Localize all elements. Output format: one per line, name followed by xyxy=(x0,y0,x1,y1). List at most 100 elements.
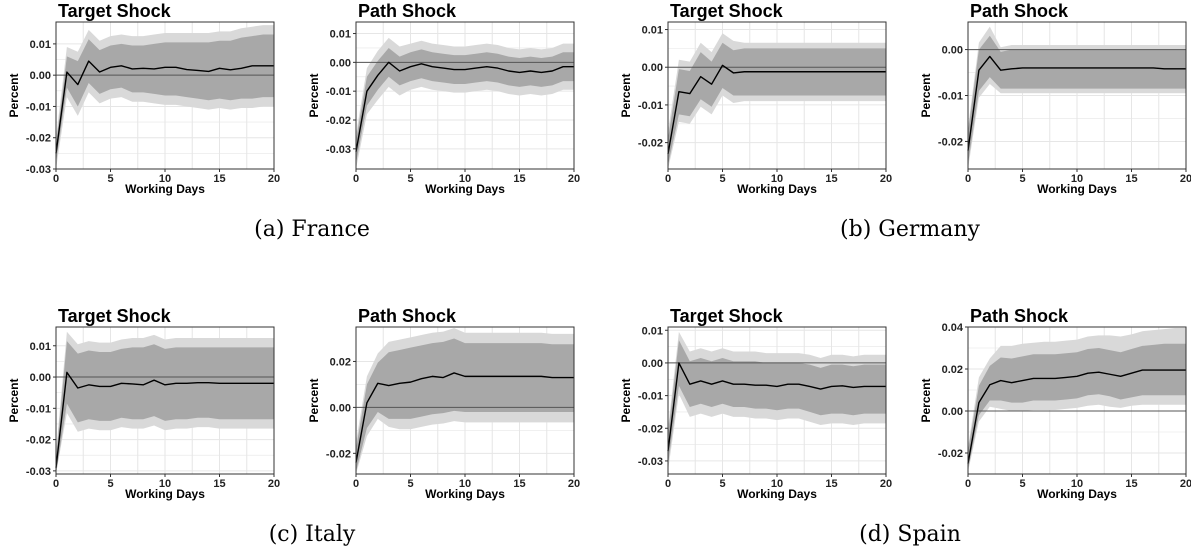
y-tick-label: -0.03 xyxy=(638,456,663,468)
y-tick-label: 0.02 xyxy=(942,364,963,376)
x-tick-label: 5 xyxy=(719,173,725,185)
x-axis-label: Working Days xyxy=(425,182,505,196)
confidence-band-inner xyxy=(668,340,886,465)
estimate-line xyxy=(967,55,1186,151)
x-tick-label: 5 xyxy=(1019,173,1025,185)
y-tick-label: -0.01 xyxy=(638,391,663,403)
x-tick-label: 0 xyxy=(353,478,359,490)
x-tick-label: 5 xyxy=(107,478,113,490)
x-tick-label: 10 xyxy=(459,173,471,185)
estimate-line xyxy=(55,371,274,468)
y-tick-label: -0.02 xyxy=(938,448,963,460)
x-tick-label: 5 xyxy=(407,173,413,185)
y-tick-label: 0.04 xyxy=(942,322,964,334)
estimate-line xyxy=(667,64,886,155)
y-axis-label: Percent xyxy=(919,73,933,117)
chart-panel-1: -0.03 -0.02 -0.01 0.00 0.01 0 5 10 15 20 Target Sh… xyxy=(7,1,280,196)
y-tick-label: -0.01 xyxy=(638,100,663,112)
estimate-line xyxy=(355,61,574,152)
y-tick-label: 0.00 xyxy=(642,358,663,370)
panel-title: Path Shock xyxy=(358,1,457,21)
x-tick-label: 10 xyxy=(771,173,783,185)
y-tick-label: -0.02 xyxy=(638,423,663,435)
x-axis-label: Working Days xyxy=(737,182,817,196)
caption-spain: (d) Spain xyxy=(859,522,961,547)
x-tick-label: 20 xyxy=(268,173,280,185)
x-tick-label: 20 xyxy=(268,478,280,490)
panel-title: Path Shock xyxy=(970,1,1069,21)
y-tick-label: -0.02 xyxy=(638,138,663,150)
y-tick-label: 0.00 xyxy=(942,45,963,57)
y-tick-label: 0.00 xyxy=(30,372,51,384)
y-tick-label: -0.02 xyxy=(326,448,351,460)
gridlines xyxy=(967,22,1187,169)
x-tick-label: 15 xyxy=(513,173,525,185)
caption-germany: (b) Germany xyxy=(840,217,980,242)
confidence-band-inner xyxy=(968,343,1186,470)
estimate-line xyxy=(667,362,886,452)
x-tick-label: 15 xyxy=(213,478,225,490)
x-axis-label: Working Days xyxy=(125,487,205,501)
x-tick-label: 0 xyxy=(353,173,359,185)
y-tick-label: 0.01 xyxy=(330,29,351,41)
x-tick-label: 20 xyxy=(880,478,892,490)
x-tick-label: 10 xyxy=(159,173,171,185)
panel-title: Target Shock xyxy=(58,306,172,326)
caption-italy: (c) Italy xyxy=(269,522,356,547)
x-tick-label: 10 xyxy=(459,478,471,490)
y-axis-label: Percent xyxy=(7,73,21,117)
x-axis-label: Working Days xyxy=(1037,487,1117,501)
y-tick-label: -0.03 xyxy=(26,466,51,478)
panel-title: Target Shock xyxy=(670,1,784,21)
confidence-band-inner xyxy=(56,34,274,163)
y-axis-label: Percent xyxy=(619,73,633,117)
y-tick-label: 0.01 xyxy=(30,341,51,353)
x-tick-label: 5 xyxy=(407,478,413,490)
x-tick-label: 15 xyxy=(213,173,225,185)
x-axis-label: Working Days xyxy=(737,487,817,501)
panel-title: Path Shock xyxy=(970,306,1069,326)
chart-panel-8: -0.02 0.00 0.02 0.04 0 5 10 15 20 Path Shock Worki… xyxy=(919,306,1191,501)
panel-title: Target Shock xyxy=(58,1,172,21)
y-tick-label: -0.01 xyxy=(938,91,963,103)
confidence-band-inner xyxy=(356,47,574,164)
chart-panel-2: -0.03 -0.02 -0.01 0.00 0.01 0 5 10 15 20 Path Shoc… xyxy=(307,1,580,196)
y-tick-label: 0.01 xyxy=(642,25,663,37)
y-tick-label: 0.02 xyxy=(330,356,351,368)
x-tick-label: 0 xyxy=(665,478,671,490)
y-tick-label: -0.02 xyxy=(26,435,51,447)
x-tick-label: 20 xyxy=(568,173,580,185)
x-tick-label: 20 xyxy=(880,173,892,185)
y-tick-label: 0.00 xyxy=(942,406,963,418)
x-tick-label: 15 xyxy=(825,478,837,490)
estimate-line xyxy=(355,372,574,463)
y-tick-label: -0.03 xyxy=(326,144,351,156)
y-tick-label: -0.02 xyxy=(326,115,351,127)
y-tick-label: -0.01 xyxy=(326,86,351,98)
x-tick-label: 20 xyxy=(1180,478,1191,490)
chart-panel-3: -0.02 -0.01 0.00 0.01 0 5 10 15 20 Target Shock Wo… xyxy=(619,1,892,196)
x-tick-label: 15 xyxy=(513,478,525,490)
confidence-band-inner xyxy=(56,341,274,474)
y-axis-label: Percent xyxy=(307,73,321,117)
chart-panel-4: -0.02 -0.01 0.00 0 5 10 15 20 Path Shock Working … xyxy=(919,1,1191,196)
y-axis-label: Percent xyxy=(7,378,21,422)
x-tick-label: 10 xyxy=(771,478,783,490)
chart-panel-7: -0.03 -0.02 -0.01 0.00 0.01 0 5 10 15 20 Target Sh… xyxy=(619,306,892,501)
y-tick-label: -0.02 xyxy=(938,136,963,148)
x-tick-label: 0 xyxy=(53,173,59,185)
panel-title: Target Shock xyxy=(670,306,784,326)
confidence-band-inner xyxy=(356,338,574,472)
y-tick-label: 0.00 xyxy=(330,57,351,69)
x-tick-label: 10 xyxy=(1071,173,1083,185)
y-tick-label: -0.02 xyxy=(26,133,51,145)
x-tick-label: 0 xyxy=(965,173,971,185)
x-tick-label: 15 xyxy=(1125,173,1137,185)
y-tick-label: 0.00 xyxy=(30,70,51,82)
y-tick-label: -0.03 xyxy=(26,164,51,176)
x-tick-label: 10 xyxy=(159,478,171,490)
y-tick-label: 0.00 xyxy=(642,62,663,74)
confidence-band-inner xyxy=(668,42,886,166)
chart-panel-6: -0.02 0.00 0.02 0 5 10 15 20 Path Shock Working D… xyxy=(307,306,580,501)
